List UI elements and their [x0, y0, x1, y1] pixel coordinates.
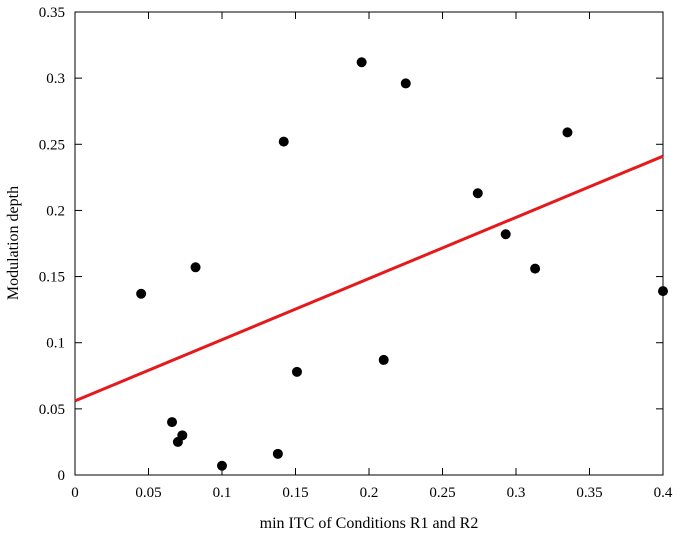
data-point [278, 136, 289, 147]
y-tick-label: 0.35 [39, 5, 65, 21]
y-tick-label: 0.15 [39, 270, 65, 286]
x-tick-label: 0.15 [282, 485, 308, 501]
y-axis-ticks [75, 11, 663, 476]
x-tick-label: 0.1 [213, 485, 232, 501]
data-point [177, 430, 188, 441]
data-point [190, 262, 201, 273]
y-tick-label: 0.1 [46, 336, 65, 352]
y-tick-label: 0.2 [46, 203, 65, 219]
x-axis-ticks [74, 12, 664, 475]
y-axis-label: Modulation depth [5, 186, 22, 300]
data-point [472, 188, 483, 199]
plot-frame [74, 11, 664, 476]
data-point [291, 366, 302, 377]
y-tick-label: 0.3 [46, 71, 65, 87]
data-point [658, 286, 668, 297]
fit-line [74, 154, 664, 403]
x-tick-label: 0.35 [576, 485, 602, 501]
x-tick-label: 0.05 [135, 485, 161, 501]
x-tick-label: 0 [71, 485, 79, 501]
y-tick-label: 0 [58, 468, 66, 484]
x-axis-tick-labels: 0 0.05 0.1 0.15 0.2 0.25 0.3 0.35 0.4 [71, 485, 673, 501]
data-point [272, 448, 283, 459]
y-tick-label: 0.05 [39, 402, 65, 418]
x-tick-label: 0.2 [360, 485, 379, 501]
y-tick-label: 0.25 [39, 137, 65, 153]
y-axis-tick-labels: 0 0.05 0.1 0.15 0.2 0.25 0.3 0.35 [39, 5, 65, 484]
data-point [500, 229, 511, 240]
data-point [217, 460, 227, 471]
x-tick-label: 0.25 [429, 485, 455, 501]
x-tick-label: 0.3 [507, 485, 526, 501]
fit-line-group [74, 154, 664, 403]
data-point [378, 354, 389, 365]
data-point [400, 78, 411, 89]
data-point [356, 57, 367, 68]
data-point [530, 263, 541, 274]
data-point [562, 127, 573, 138]
data-point [167, 417, 178, 428]
data-points [136, 57, 668, 471]
x-axis-label: min ITC of Conditions R1 and R2 [260, 515, 479, 532]
data-point [136, 288, 147, 299]
x-tick-label: 0.4 [654, 485, 673, 501]
